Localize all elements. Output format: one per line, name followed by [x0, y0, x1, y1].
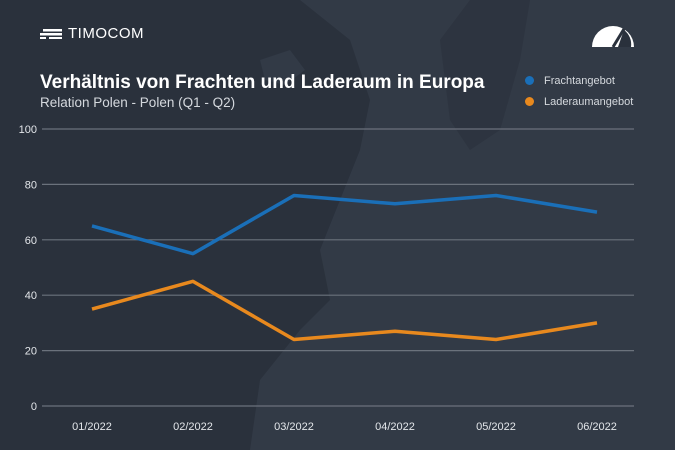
timocom-logo: TIMOCOM — [40, 25, 144, 42]
timocom-logo-icon — [40, 28, 62, 39]
y-tick-label: 40 — [25, 290, 37, 302]
x-tick-label: 01/2022 — [72, 421, 112, 433]
legend: Frachtangebot Laderaumangebot — [525, 70, 633, 112]
legend-label: Laderaumangebot — [544, 95, 634, 108]
y-tick-label: 80 — [25, 179, 37, 191]
series-line-frachtangebot — [91, 193, 598, 256]
x-tick-label: 04/2022 — [375, 421, 415, 433]
x-tick-label: 03/2022 — [274, 421, 314, 433]
legend-item-laderaumangebot: Laderaumangebot — [525, 91, 633, 112]
x-tick-label: 06/2022 — [577, 421, 617, 433]
y-tick-label: 60 — [25, 235, 37, 247]
x-tick-label: 05/2022 — [476, 421, 516, 433]
y-tick-label: 0 — [31, 401, 37, 413]
legend-item-frachtangebot: Frachtangebot — [525, 70, 633, 91]
brand-name: TIMOCOM — [68, 25, 144, 42]
chart-subtitle: Relation Polen - Polen (Q1 - Q2) — [40, 95, 236, 110]
gauge-icon — [592, 26, 634, 48]
y-tick-label: 20 — [25, 346, 37, 358]
x-tick-label: 02/2022 — [173, 421, 213, 433]
legend-label: Frachtangebot — [544, 74, 615, 87]
legend-swatch — [525, 97, 534, 106]
y-tick-label: 100 — [19, 124, 37, 136]
legend-swatch — [525, 76, 534, 85]
series-line-laderaumangebot — [91, 279, 598, 342]
chart-title: Verhältnis von Frachten und Laderaum in … — [40, 72, 485, 93]
